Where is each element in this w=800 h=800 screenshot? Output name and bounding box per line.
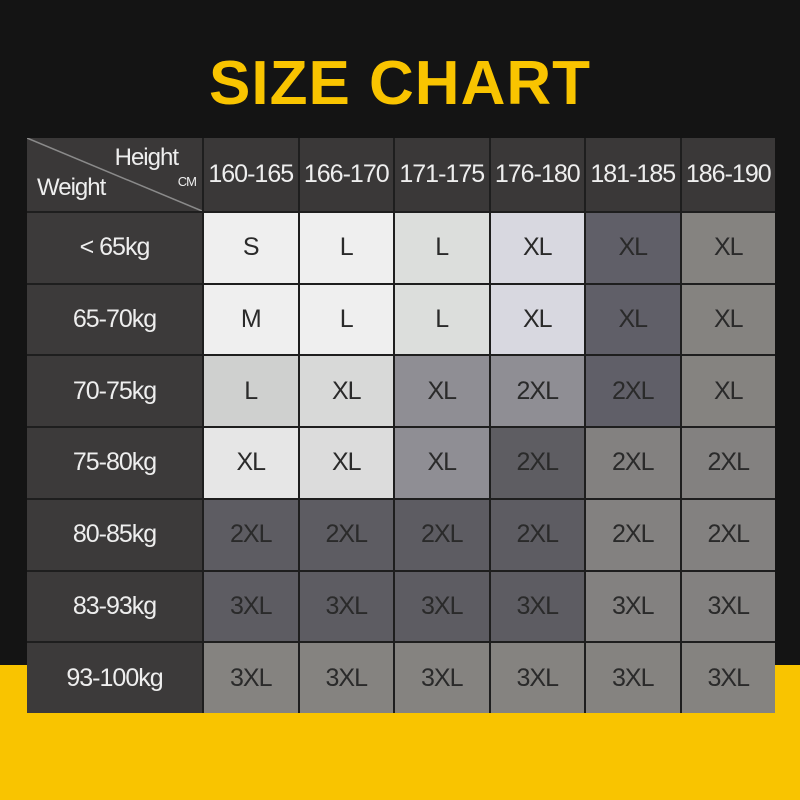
row-header-weight: 70-75kg xyxy=(27,356,202,427)
size-cell: 3XL xyxy=(299,571,393,642)
size-cell: 2XL xyxy=(395,499,489,570)
size-cell: 3XL xyxy=(299,643,393,713)
size-cell: XL xyxy=(490,284,584,355)
size-chart-table: Height CM Weight 160-165 166-170 171-175 17… xyxy=(27,138,775,713)
corner-header: Height CM Weight xyxy=(27,138,202,211)
size-cell: 3XL xyxy=(490,571,584,642)
size-cell: XL xyxy=(681,284,775,355)
size-cell: L xyxy=(204,356,298,427)
size-cell: M xyxy=(204,284,298,355)
size-cell: 3XL xyxy=(490,643,584,713)
size-cell: 3XL xyxy=(395,643,489,713)
weight-label: Weight xyxy=(37,174,106,201)
size-cell: L xyxy=(395,284,489,355)
size-cell: 2XL xyxy=(586,356,680,427)
size-cell: 3XL xyxy=(204,643,298,713)
height-label: Height xyxy=(114,144,179,171)
size-cell: 2XL xyxy=(204,499,298,570)
diagonal-divider xyxy=(27,138,202,211)
size-cell: 3XL xyxy=(681,571,775,642)
size-cell: 3XL xyxy=(395,571,489,642)
column-header-height: 171-175 xyxy=(395,138,489,211)
size-cell: 2XL xyxy=(490,428,584,498)
size-cell: S xyxy=(204,213,298,283)
column-header-height: 160-165 xyxy=(204,138,298,211)
size-cell: 3XL xyxy=(586,643,680,713)
size-cell: L xyxy=(299,284,393,355)
size-cell: 3XL xyxy=(586,571,680,642)
size-cell: XL xyxy=(586,213,680,283)
size-cell: XL xyxy=(490,213,584,283)
row-header-weight: 83-93kg xyxy=(27,571,202,642)
size-cell: 3XL xyxy=(204,571,298,642)
unit-label: CM xyxy=(177,174,197,189)
size-cell: XL xyxy=(681,356,775,427)
size-cell: 3XL xyxy=(681,643,775,713)
size-cell: XL xyxy=(395,428,489,498)
row-header-weight: 80-85kg xyxy=(27,499,202,570)
row-header-weight: 65-70kg xyxy=(27,284,202,355)
size-cell: 2XL xyxy=(490,499,584,570)
column-header-height: 181-185 xyxy=(586,138,680,211)
column-header-height: 186-190 xyxy=(681,138,775,211)
size-cell: 2XL xyxy=(586,499,680,570)
column-header-height: 166-170 xyxy=(299,138,393,211)
size-cell: XL xyxy=(681,213,775,283)
page-title: SIZE CHART xyxy=(209,49,591,118)
size-cell: XL xyxy=(299,356,393,427)
size-cell: XL xyxy=(586,284,680,355)
size-cell: XL xyxy=(204,428,298,498)
size-cell: 2XL xyxy=(681,499,775,570)
size-cell: 2XL xyxy=(299,499,393,570)
size-cell: L xyxy=(299,213,393,283)
row-header-weight: 75-80kg xyxy=(27,428,202,498)
column-header-height: 176-180 xyxy=(490,138,584,211)
size-cell: XL xyxy=(395,356,489,427)
size-cell: 2XL xyxy=(586,428,680,498)
row-header-weight: 93-100kg xyxy=(27,643,202,713)
size-cell: XL xyxy=(299,428,393,498)
size-cell: 2XL xyxy=(681,428,775,498)
size-cell: L xyxy=(395,213,489,283)
row-header-weight: < 65kg xyxy=(27,213,202,283)
size-cell: 2XL xyxy=(490,356,584,427)
